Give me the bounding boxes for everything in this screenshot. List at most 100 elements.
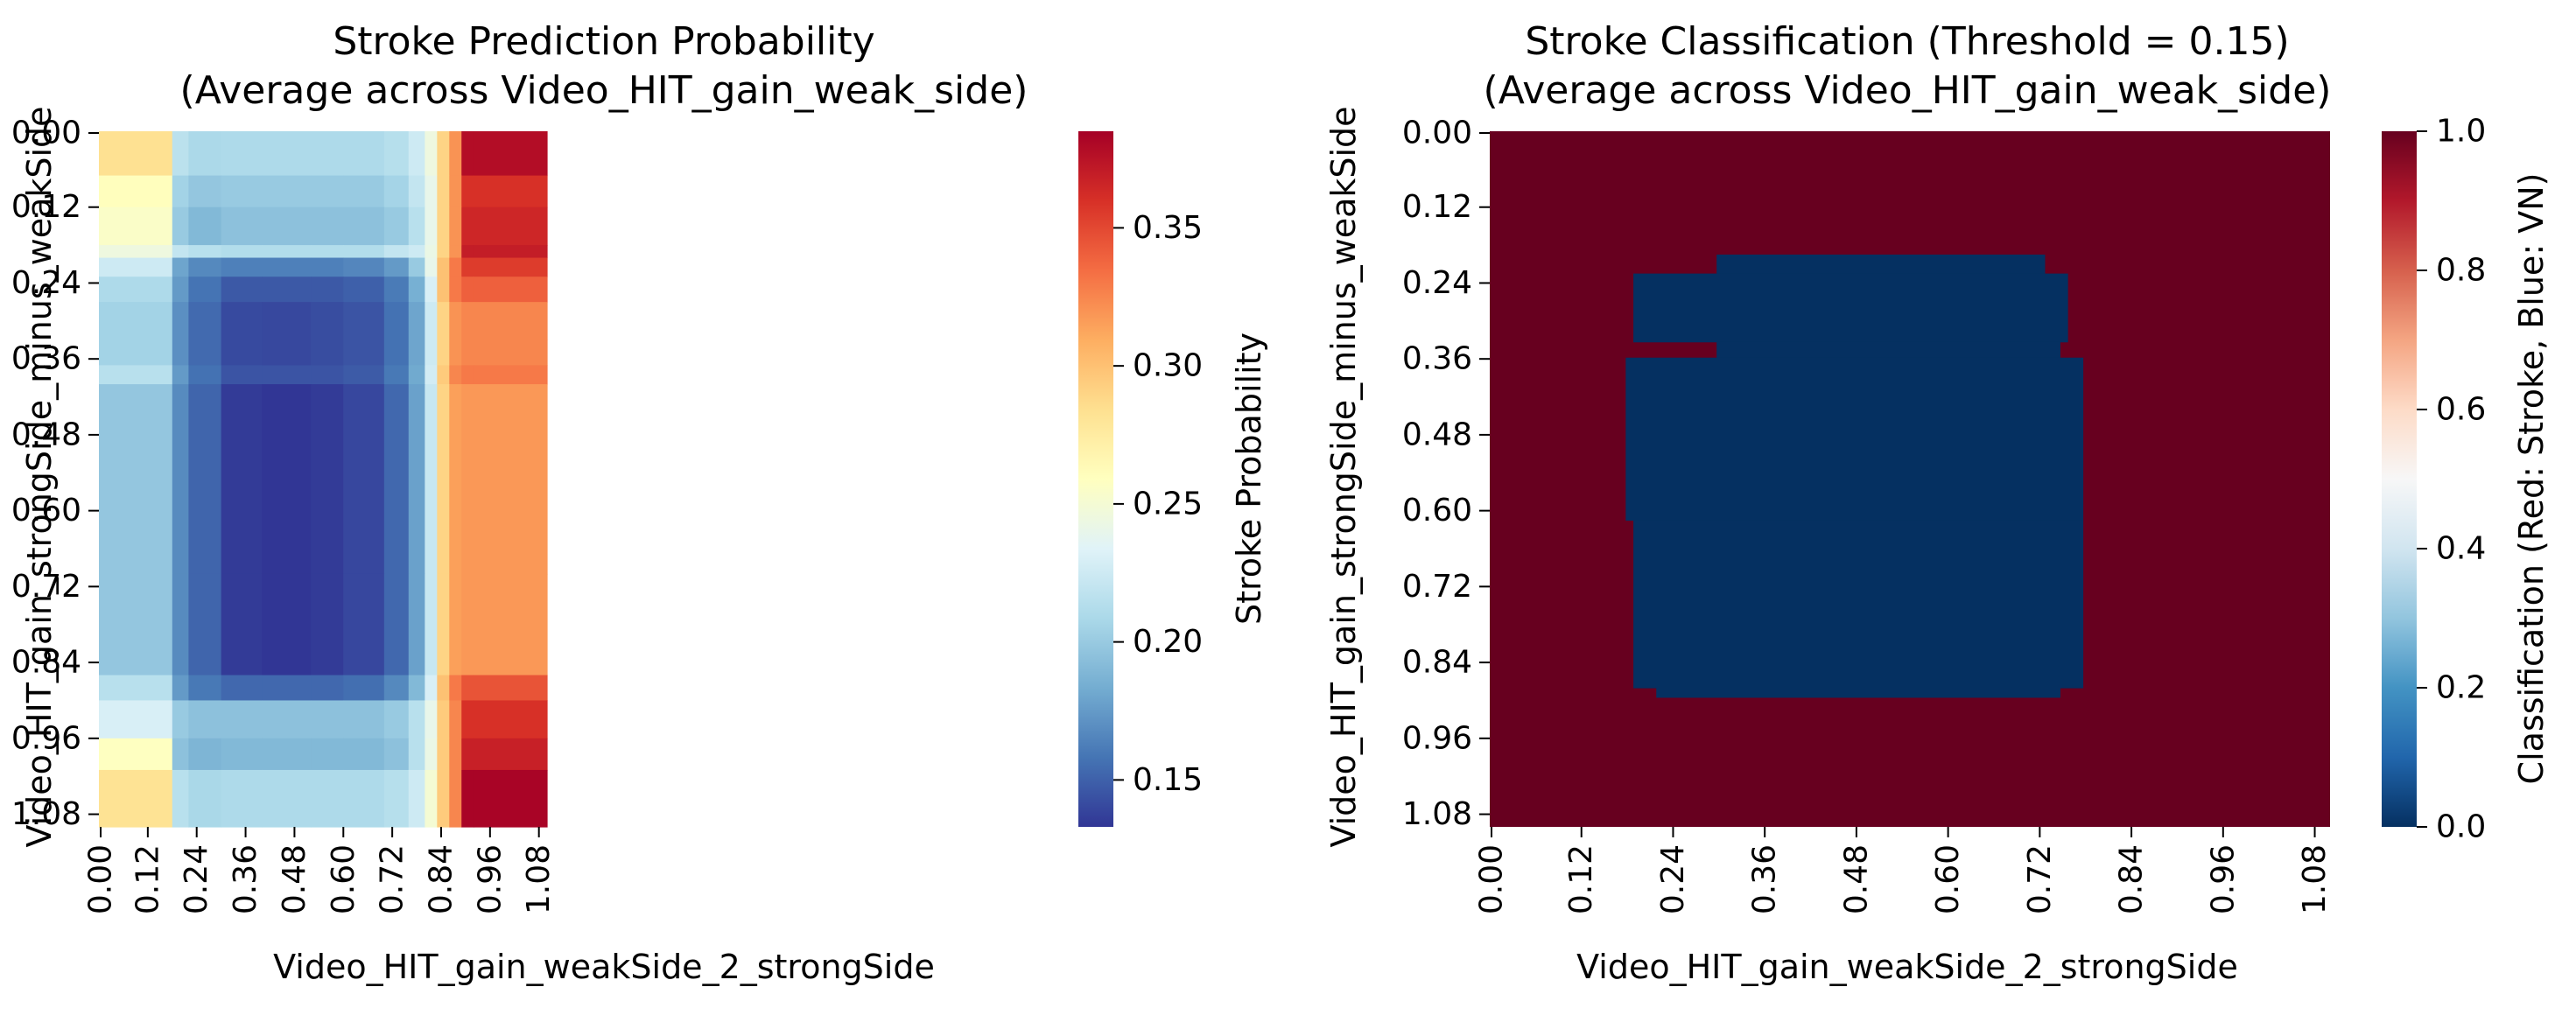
heatmap-cell [461, 175, 474, 208]
heatmap-cell [383, 675, 410, 702]
heatmap-cell [461, 206, 474, 246]
heatmap-cell [461, 257, 474, 277]
classification-heatmap-panel: Stroke Classification (Threshold = 0.15)… [1324, 19, 2551, 986]
heatmap-cell [461, 769, 474, 828]
heatmap-cell [425, 131, 438, 177]
heatmap-cell [172, 276, 189, 303]
x-tick-label: 0.72 [2022, 844, 2058, 914]
heatmap-cell [408, 131, 425, 177]
y-tick-label: 0.84 [11, 645, 81, 681]
heatmap-cell [172, 131, 189, 177]
heatmap-cell [408, 276, 425, 303]
right-x-axis-label: Video_HIT_gain_weakSide_2_strongSide [1576, 948, 2238, 986]
heatmap-cell [172, 769, 189, 828]
x-tick-label: 0.60 [1930, 844, 1966, 914]
right-y-axis-label: Video_HIT_gain_strongSide_minus_weakSide [1324, 106, 1363, 847]
x-tick-label: 0.72 [375, 844, 411, 914]
heatmap-cell [311, 206, 344, 246]
heatmap-cell [311, 365, 344, 385]
probability-colorbar-label: Stroke Probability [1230, 332, 1268, 625]
heatmap-cell [343, 276, 385, 303]
heatmap-cell [262, 700, 312, 739]
classification-colorbar-label: Classification (Red: Stroke, Blue: VN) [2512, 173, 2551, 785]
heatmap-cell [99, 573, 173, 676]
heatmap-cell [99, 257, 173, 277]
y-tick-label: 0.84 [1402, 645, 1472, 681]
heatmap-cell [262, 573, 312, 676]
probability-colorbar-ticks: 0.15 0.20 0.25 0.30 0.35 [1113, 210, 1203, 798]
classification-colorbar [2382, 131, 2417, 827]
y-tick-label: 0.72 [1402, 569, 1472, 605]
heatmap-cell [425, 738, 438, 771]
x-tick-label: 0.36 [228, 844, 263, 914]
heatmap-cell [437, 769, 450, 828]
heatmap-cell [188, 675, 222, 702]
heatmap-cell [461, 573, 474, 676]
heatmap-cell [188, 302, 222, 341]
heatmap-cell [262, 206, 312, 246]
heatmap-cell [311, 257, 344, 277]
y-tick-label: 1.08 [1402, 796, 1472, 832]
heatmap-cell [343, 340, 385, 367]
heatmap-cell [383, 738, 410, 771]
colorbar-tick-label: 0.4 [2436, 531, 2486, 567]
heatmap-cell [343, 365, 385, 385]
heatmap-cell [262, 131, 312, 177]
left-chart-title: Stroke Prediction Probability [333, 19, 874, 64]
heatmap-cell [172, 738, 189, 771]
heatmap-cell [262, 384, 312, 575]
x-tick-label: 0.00 [1474, 844, 1510, 914]
heatmap-cell [437, 573, 450, 676]
heatmap-cell [99, 738, 173, 771]
heatmap-cell [408, 700, 425, 739]
heatmap-cell [221, 573, 263, 676]
heatmap-cell [408, 245, 425, 259]
heatmap-cell [221, 700, 263, 739]
heatmap-cell [425, 206, 438, 246]
heatmap-cell [221, 245, 263, 259]
heatmap-cell [99, 769, 173, 828]
heatmap-cell [408, 175, 425, 208]
classification-region [1656, 688, 2060, 698]
heatmap-cell [474, 245, 548, 259]
classification-region [1625, 357, 2084, 522]
heatmap-cell [99, 700, 173, 739]
heatmap-cell [311, 131, 344, 177]
classification-region [1716, 254, 2046, 275]
x-tick-label: 0.24 [1655, 844, 1691, 914]
classification-region [1716, 341, 2060, 359]
heatmap-cell [262, 365, 312, 385]
heatmap-cell [221, 206, 263, 246]
heatmap-cell [408, 365, 425, 385]
heatmap-cell [383, 257, 410, 277]
y-tick-label: 0.12 [1402, 189, 1472, 225]
colorbar-tick-label: 0.8 [2436, 253, 2486, 289]
heatmap-cell [437, 302, 450, 341]
heatmap-cell [99, 245, 173, 259]
heatmap-cell [343, 206, 385, 246]
heatmap-cell [188, 700, 222, 739]
y-tick-label: 0.48 [11, 416, 81, 452]
heatmap-cell [172, 206, 189, 246]
x-tick-label: 0.12 [1563, 844, 1599, 914]
heatmap-cell [437, 675, 450, 702]
colorbar-tick-label: 0.15 [1133, 762, 1203, 798]
heatmap-cell [311, 675, 344, 702]
classification-region [1633, 273, 2068, 343]
probability-colorbar [1078, 131, 1113, 827]
heatmap-cell [425, 257, 438, 277]
classification-region [1633, 520, 2084, 689]
heatmap-cell [449, 365, 462, 385]
heatmap-cell [425, 384, 438, 575]
x-tick-label: 0.96 [2205, 844, 2241, 914]
heatmap-cell [221, 257, 263, 277]
heatmap-cell [425, 365, 438, 385]
heatmap-cell [449, 573, 462, 676]
right-x-axis-ticks: 0.00 0.12 0.24 0.36 0.48 0.60 0.72 0.84 0.96 1.08 [1474, 827, 2333, 914]
heatmap-cell [188, 245, 222, 259]
heatmap-cell [425, 302, 438, 341]
heatmap-cell [461, 384, 474, 575]
heatmap-cell [461, 302, 474, 341]
heatmap-cell [461, 131, 474, 177]
heatmap-cell [221, 175, 263, 208]
